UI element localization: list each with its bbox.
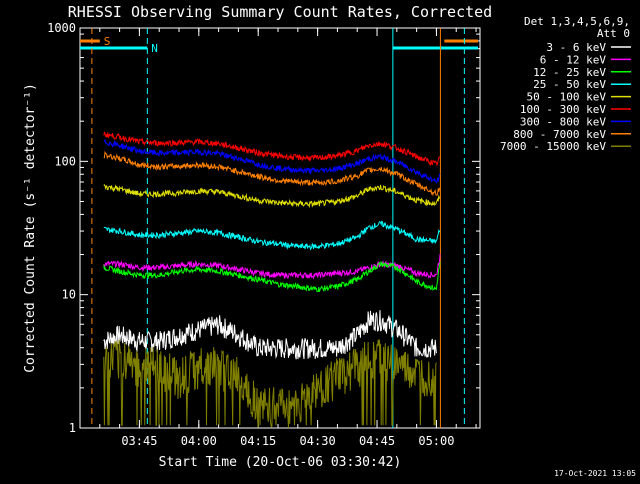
series-line-7 (103, 139, 441, 184)
y-axis-label: Corrected Count Rate (s⁻¹ detector⁻¹) (23, 83, 38, 373)
saa-flag-label: S (104, 35, 111, 48)
series-line-6 (103, 131, 441, 167)
legend-entry-label: 800 - 7000 keV (513, 128, 606, 141)
legend-entry-label: 6 - 12 keV (540, 53, 607, 66)
x-tick-label: 05:00 (418, 434, 454, 448)
series-line-1 (103, 310, 437, 360)
legend-entry-label: 300 - 800 keV (520, 115, 606, 128)
legend-entry-label: 3 - 6 keV (546, 41, 606, 54)
series-line-8 (103, 150, 441, 197)
chart-title: RHESSI Observing Summary Count Rates, Co… (68, 3, 492, 21)
legend-entry-label: 12 - 25 keV (533, 66, 606, 79)
legend-header-line-2: Att 0 (597, 27, 630, 40)
x-tick-label: 04:00 (181, 434, 217, 448)
y-tick-label: 100 (54, 154, 76, 168)
legend-entry-label: 50 - 100 keV (527, 91, 607, 104)
legend-entry-label: 100 - 300 keV (520, 103, 606, 116)
footer-timestamp: 17-Oct-2021 13:05 (554, 469, 636, 478)
x-tick-label: 04:45 (359, 434, 395, 448)
series-line-5 (103, 184, 441, 209)
night-flag-label: N (151, 42, 158, 55)
y-tick-label: 1 (69, 421, 76, 435)
x-tick-label: 04:15 (240, 434, 276, 448)
legend-header-line-1: Det 1,3,4,5,6,9, (524, 15, 630, 28)
y-tick-label: 10 (62, 288, 76, 302)
series-line-4 (103, 220, 441, 251)
x-axis-label: Start Time (20-Oct-06 03:30:42) (159, 455, 402, 470)
series-line-9 (103, 339, 437, 429)
series-line-3 (103, 260, 441, 293)
x-tick-label: 04:30 (300, 434, 336, 448)
plot-layer: 1 10 100 1000 03:45 04:00 04:15 04:30 04:45 05:00… (47, 21, 631, 448)
legend-entry-label: 25 - 50 keV (533, 78, 606, 91)
x-tick-label: 03:45 (121, 434, 157, 448)
y-tick-label: 1000 (47, 21, 76, 35)
plot-frame (79, 27, 481, 429)
legend-entry-label: 7000 - 15000 keV (500, 140, 606, 153)
